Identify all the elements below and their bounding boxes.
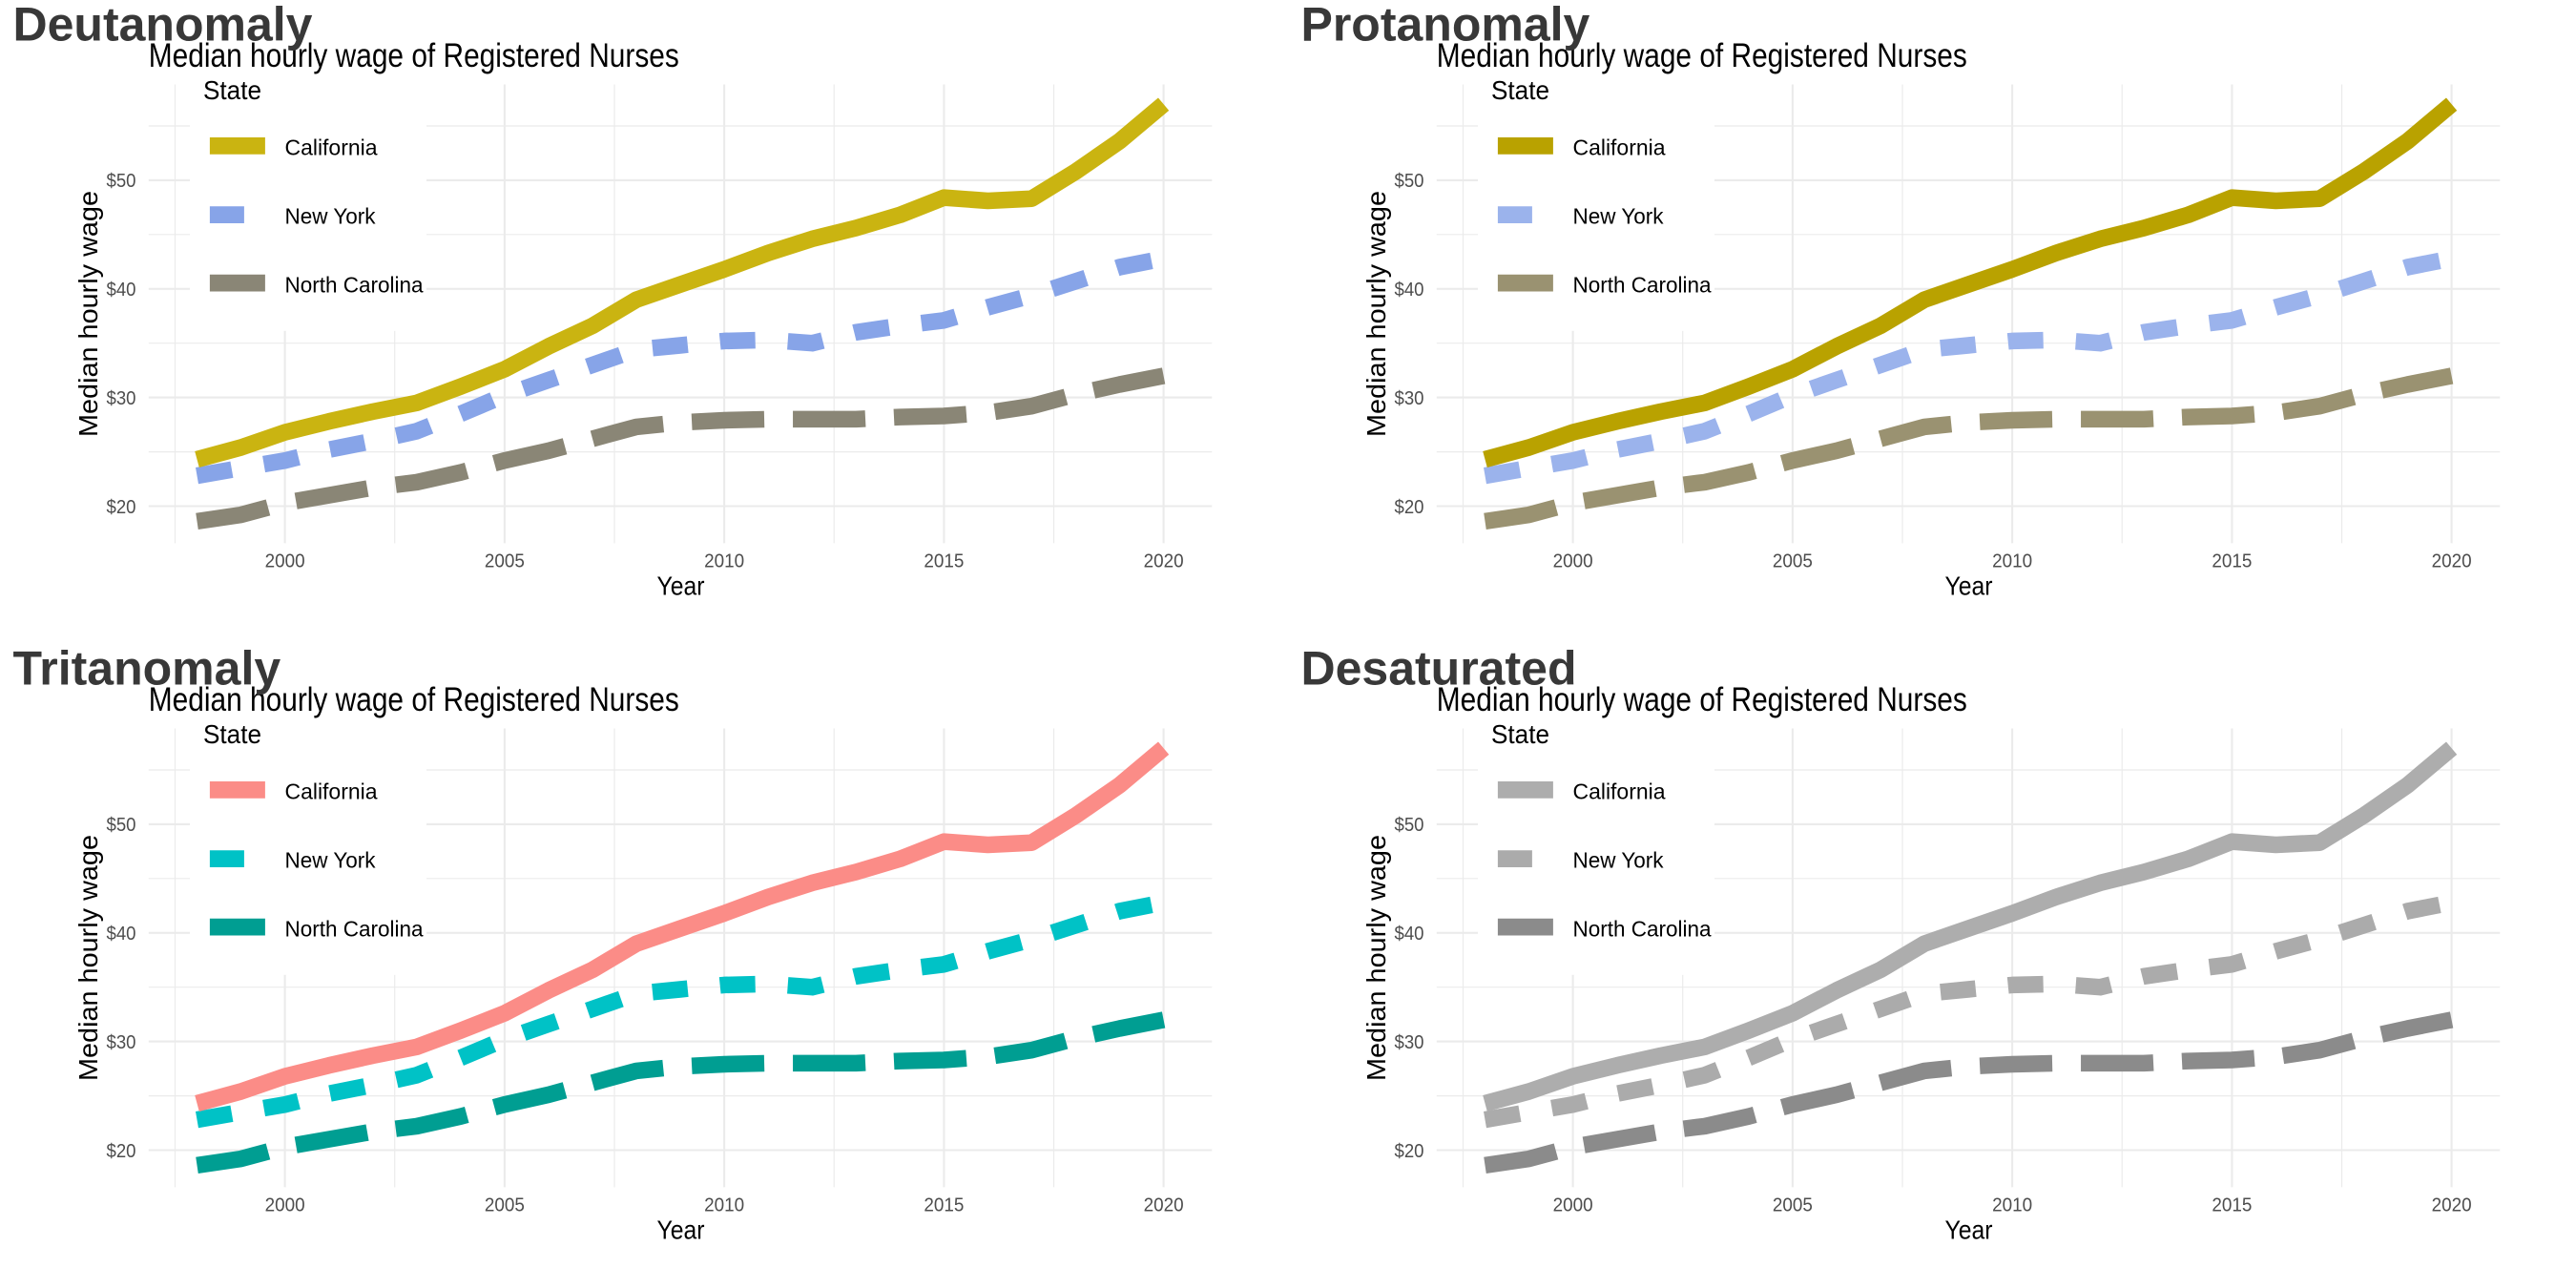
svg-text:2000: 2000 xyxy=(265,1195,305,1216)
svg-text:2010: 2010 xyxy=(1992,551,2032,572)
svg-text:$20: $20 xyxy=(1395,1140,1424,1162)
svg-text:California: California xyxy=(1573,135,1667,160)
svg-text:$50: $50 xyxy=(107,814,136,836)
svg-text:California: California xyxy=(285,135,379,160)
svg-text:$30: $30 xyxy=(107,1031,136,1053)
svg-text:Year: Year xyxy=(1945,1215,1993,1245)
svg-text:Median hourly wage of Register: Median hourly wage of Registered Nurses xyxy=(1437,37,1967,74)
svg-text:Median hourly wage of Register: Median hourly wage of Registered Nurses xyxy=(149,681,679,718)
svg-text:$30: $30 xyxy=(1395,1031,1424,1053)
svg-text:2000: 2000 xyxy=(1553,1195,1593,1216)
svg-text:2010: 2010 xyxy=(704,1195,744,1216)
svg-text:2015: 2015 xyxy=(924,1195,964,1216)
svg-text:Median hourly wage: Median hourly wage xyxy=(73,835,103,1081)
svg-text:North Carolina: North Carolina xyxy=(285,916,425,941)
svg-text:Median hourly wage: Median hourly wage xyxy=(1361,191,1391,437)
svg-text:$40: $40 xyxy=(107,279,136,301)
svg-text:Deutanomaly: Deutanomaly xyxy=(13,0,313,52)
svg-text:$20: $20 xyxy=(1395,496,1424,518)
svg-text:2015: 2015 xyxy=(2212,1195,2252,1216)
svg-text:$20: $20 xyxy=(107,496,136,518)
svg-text:2015: 2015 xyxy=(924,551,964,572)
svg-text:State: State xyxy=(203,75,261,105)
svg-text:$50: $50 xyxy=(1395,814,1424,836)
svg-text:2005: 2005 xyxy=(1773,551,1813,572)
svg-text:North Carolina: North Carolina xyxy=(1573,916,1713,941)
svg-text:$40: $40 xyxy=(1395,923,1424,945)
svg-text:2005: 2005 xyxy=(485,551,525,572)
svg-text:$30: $30 xyxy=(1395,387,1424,409)
svg-text:2020: 2020 xyxy=(2432,1195,2472,1216)
svg-text:New York: New York xyxy=(285,848,376,873)
svg-text:2020: 2020 xyxy=(1144,551,1184,572)
svg-text:2010: 2010 xyxy=(1992,1195,2032,1216)
svg-text:Year: Year xyxy=(1945,571,1993,601)
svg-text:State: State xyxy=(1491,75,1549,105)
svg-text:2000: 2000 xyxy=(265,551,305,572)
svg-text:$50: $50 xyxy=(1395,170,1424,192)
svg-text:2005: 2005 xyxy=(1773,1195,1813,1216)
svg-text:2005: 2005 xyxy=(485,1195,525,1216)
svg-text:New York: New York xyxy=(285,204,376,229)
svg-text:North Carolina: North Carolina xyxy=(285,272,425,297)
svg-text:Desaturated: Desaturated xyxy=(1301,642,1577,696)
svg-text:California: California xyxy=(1573,779,1667,804)
svg-text:2020: 2020 xyxy=(1144,1195,1184,1216)
svg-text:2015: 2015 xyxy=(2212,551,2252,572)
svg-text:Year: Year xyxy=(657,571,705,601)
svg-text:California: California xyxy=(285,779,379,804)
svg-text:Median hourly wage of Register: Median hourly wage of Registered Nurses xyxy=(1437,681,1967,718)
svg-text:Year: Year xyxy=(657,1215,705,1245)
svg-text:$20: $20 xyxy=(107,1140,136,1162)
svg-text:2000: 2000 xyxy=(1553,551,1593,572)
svg-text:2020: 2020 xyxy=(2432,551,2472,572)
svg-text:$40: $40 xyxy=(1395,279,1424,301)
svg-text:State: State xyxy=(1491,719,1549,749)
svg-text:$40: $40 xyxy=(107,923,136,945)
svg-text:Median hourly wage: Median hourly wage xyxy=(1361,835,1391,1081)
svg-text:$30: $30 xyxy=(107,387,136,409)
svg-text:$50: $50 xyxy=(107,170,136,192)
svg-text:2010: 2010 xyxy=(704,551,744,572)
svg-text:Median hourly wage of Register: Median hourly wage of Registered Nurses xyxy=(149,37,679,74)
svg-text:Tritanomaly: Tritanomaly xyxy=(13,642,281,696)
svg-text:State: State xyxy=(203,719,261,749)
svg-text:Median hourly wage: Median hourly wage xyxy=(73,191,103,437)
svg-text:New York: New York xyxy=(1573,848,1664,873)
svg-text:North Carolina: North Carolina xyxy=(1573,272,1713,297)
svg-text:New York: New York xyxy=(1573,204,1664,229)
svg-text:Protanomaly: Protanomaly xyxy=(1301,0,1590,52)
